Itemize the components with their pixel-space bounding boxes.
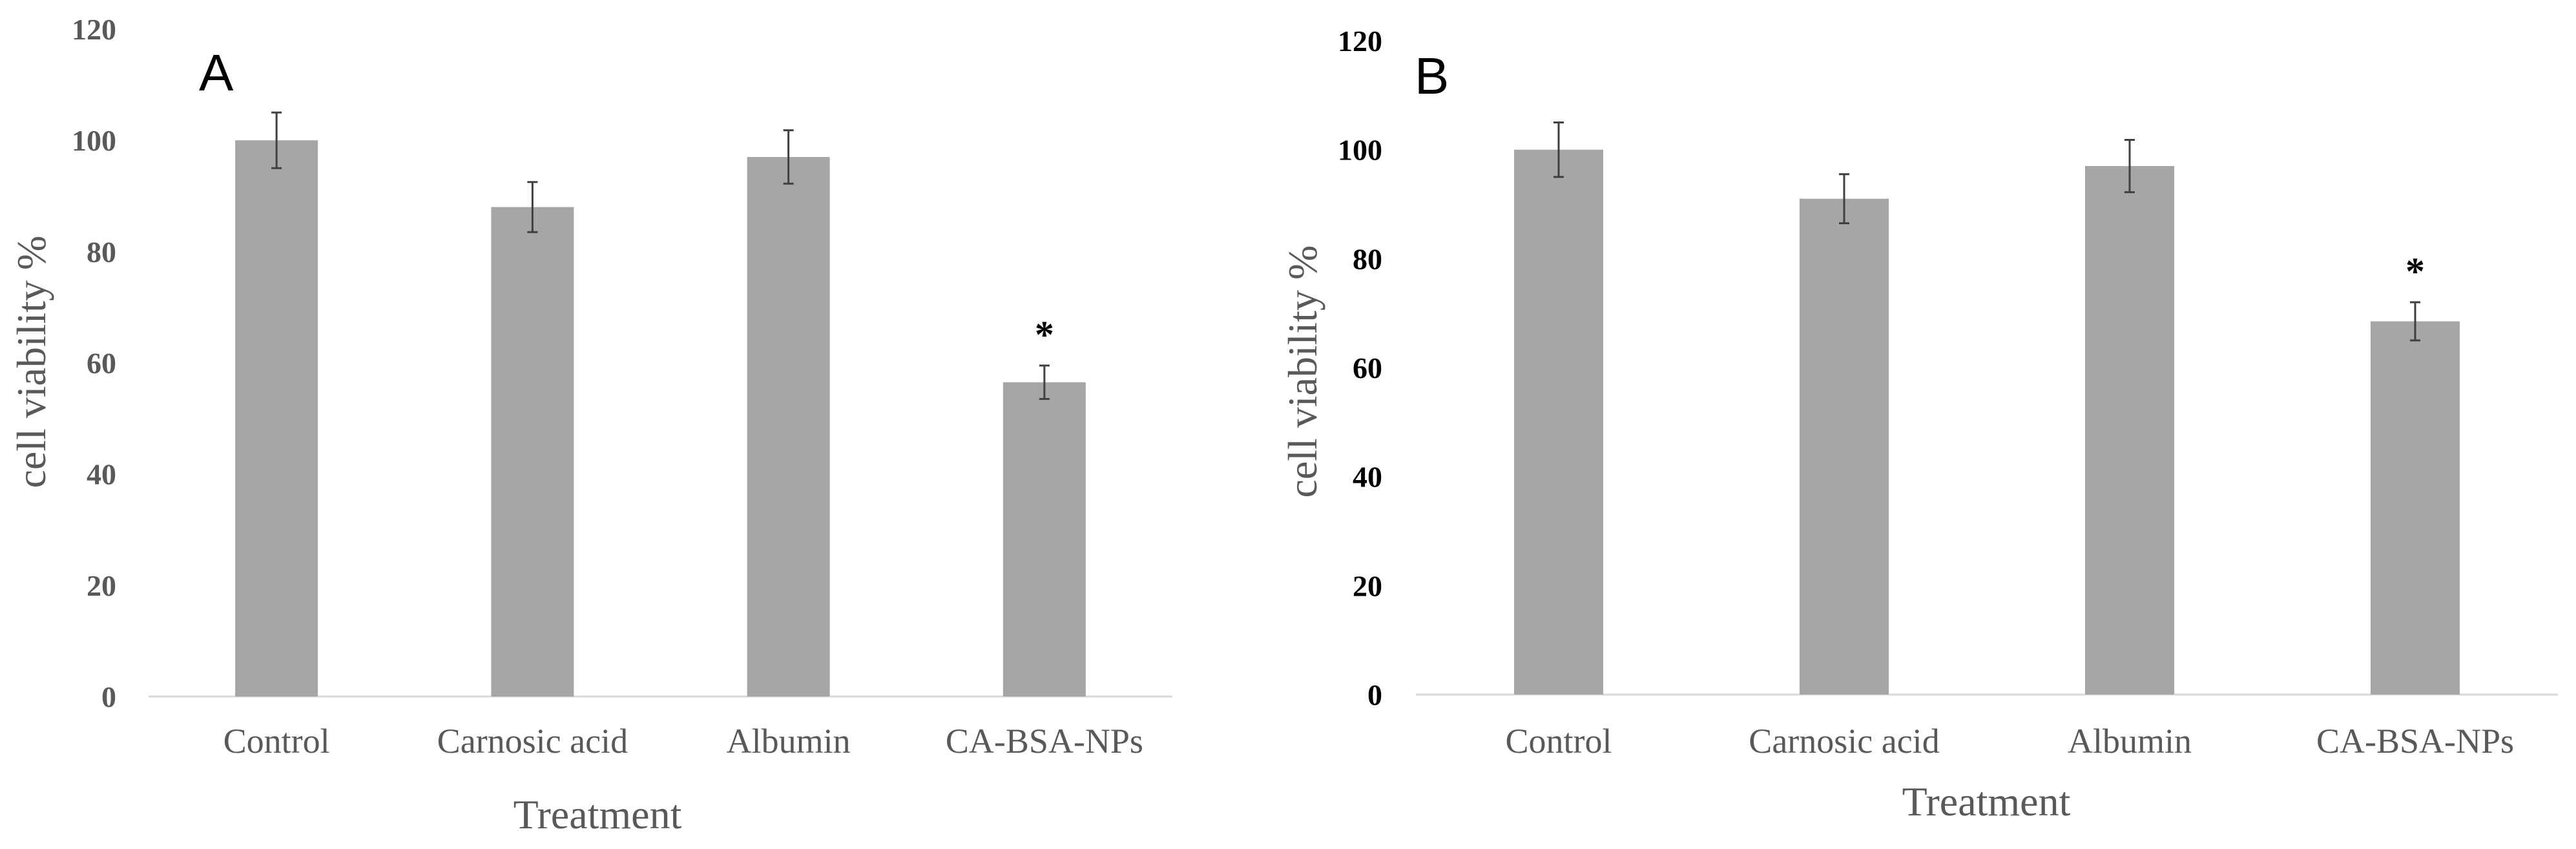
y-tick-label: 100 xyxy=(1338,134,1382,167)
y-tick-label: 40 xyxy=(87,458,116,491)
y-tick-label: 100 xyxy=(72,124,116,157)
y-tick-label: 20 xyxy=(1353,569,1382,602)
x-tick-label: Albumin xyxy=(2068,722,2192,760)
x-tick-label: Carnosic acid xyxy=(1749,722,1939,760)
bar-ca-bsa-nps xyxy=(1002,382,1086,697)
y-tick-label: 0 xyxy=(1367,678,1382,711)
x-tick-label: Albumin xyxy=(727,722,851,760)
chart-panel-a: 0 20 40 60 80 100 120 Control Carnosic acid Album… xyxy=(8,13,1172,837)
panel-label: B xyxy=(1415,47,1449,105)
x-tick-label: Control xyxy=(1505,722,1612,760)
error-bar xyxy=(527,181,538,233)
error-bar xyxy=(1039,364,1050,400)
bar-ca-bsa-nps xyxy=(2371,321,2460,695)
x-tick-label: CA-BSA-NPs xyxy=(2316,722,2514,760)
bar-carnosic-acid xyxy=(1800,198,1889,695)
y-tick-label: 60 xyxy=(87,347,116,380)
panel-label: A xyxy=(199,44,234,101)
chart-panel-b: 0 20 40 60 80 100 120 Control Carnosic acid Album… xyxy=(1280,25,2558,824)
x-axis-title: Treatment xyxy=(514,791,682,837)
error-bar xyxy=(2410,301,2420,342)
x-tick-label: CA-BSA-NPs xyxy=(946,722,1143,760)
error-bar xyxy=(1553,121,1564,178)
y-tick-label: 80 xyxy=(1353,242,1382,275)
bar-albumin xyxy=(2085,165,2174,695)
error-bar xyxy=(783,129,794,185)
y-axis-title: cell viability % xyxy=(8,236,54,488)
y-tick-label: 20 xyxy=(87,569,116,602)
x-axis-title: Treatment xyxy=(1902,779,2071,824)
bar-control xyxy=(1514,149,1603,695)
y-tick-label: 80 xyxy=(87,235,116,268)
x-tick-label: Control xyxy=(223,722,330,760)
y-axis-title: cell viability % xyxy=(1280,246,1325,498)
y-tick-label: 60 xyxy=(1353,351,1382,384)
x-tick-label: Carnosic acid xyxy=(437,722,628,760)
error-bar xyxy=(1839,173,1849,225)
bar-carnosic-acid xyxy=(491,207,574,697)
y-tick-label: 40 xyxy=(1353,461,1382,494)
bar-control xyxy=(235,140,318,697)
error-bar xyxy=(271,111,282,169)
bar-albumin xyxy=(747,156,830,697)
y-tick-label: 0 xyxy=(101,680,116,713)
error-bar xyxy=(2124,138,2135,193)
significance-marker: * xyxy=(2405,250,2425,293)
significance-marker: * xyxy=(1035,313,1054,356)
y-tick-label: 120 xyxy=(1338,25,1382,58)
y-tick-label: 120 xyxy=(72,13,116,46)
